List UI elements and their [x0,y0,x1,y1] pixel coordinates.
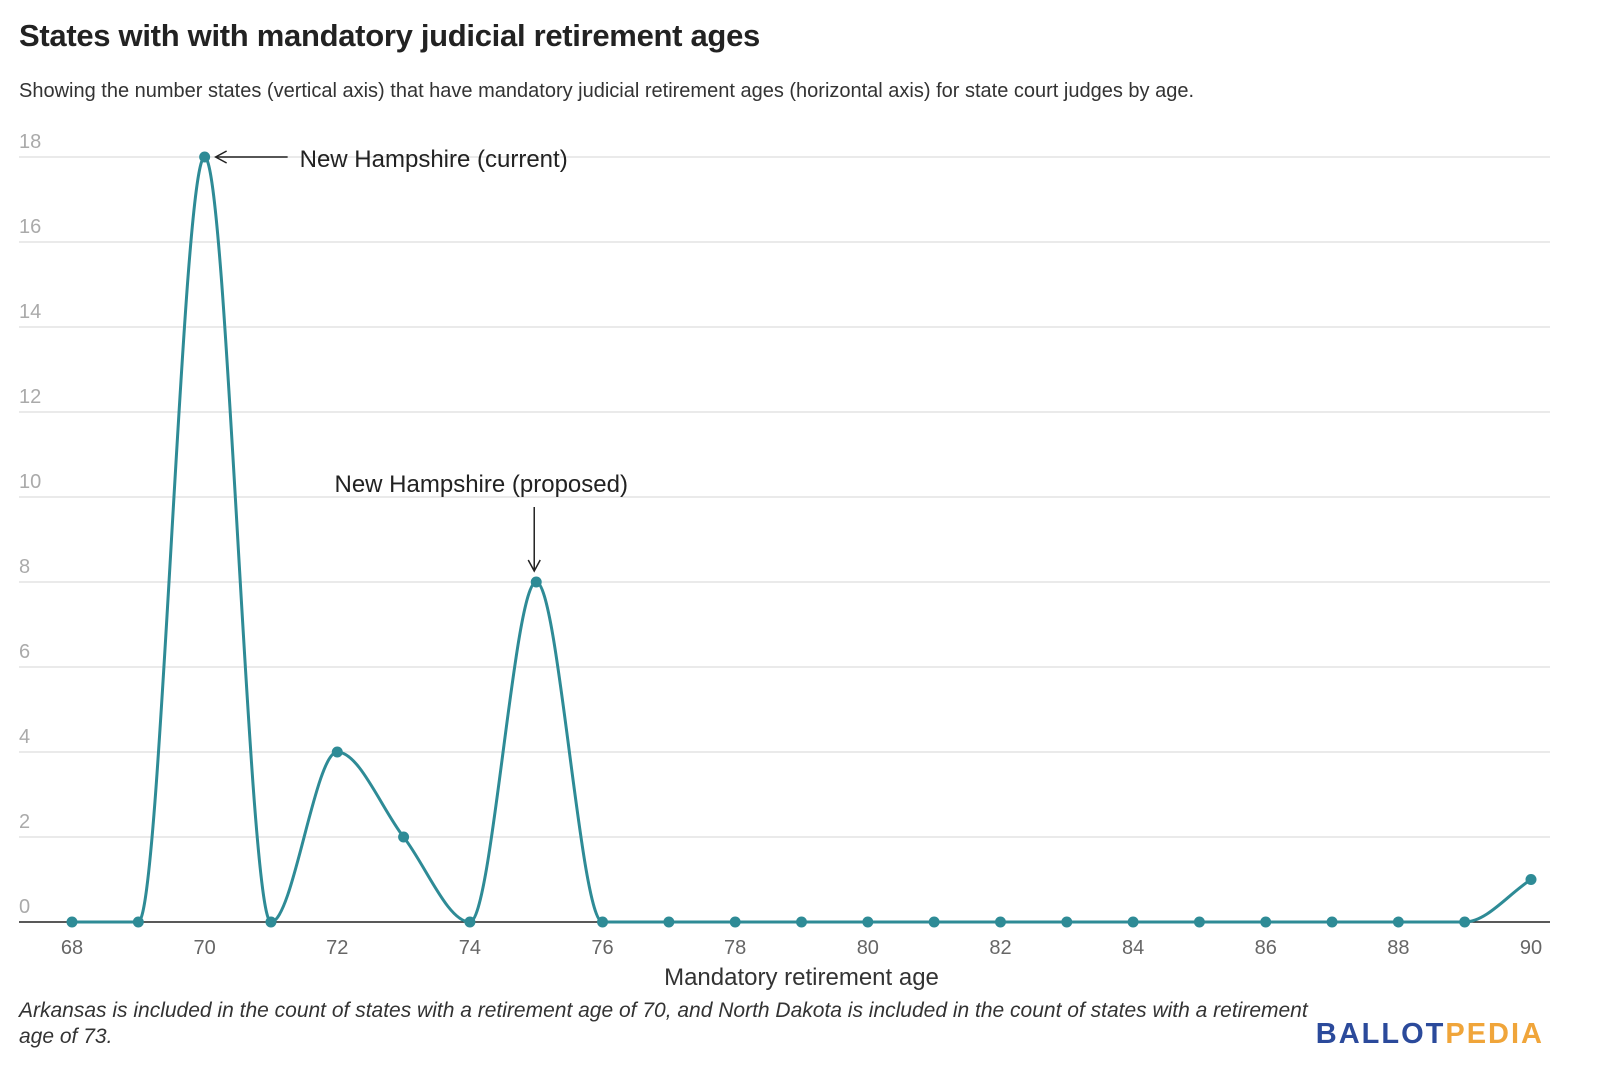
annotations: New Hampshire (current) New Hampshire (pr… [214,146,628,573]
logo-part-pedia: PEDIA [1445,1018,1544,1050]
chart-title: States with with mandatory judicial reti… [19,18,760,53]
x-tick-label-74: 74 [459,937,481,959]
x-tick-label-70: 70 [194,937,216,959]
data-point-71 [265,916,277,928]
data-point-75 [530,576,542,588]
y-tick-label-18: 18 [19,131,41,153]
data-point-76 [597,916,609,928]
x-tick-label-82: 82 [989,937,1011,959]
y-tick-label-16: 16 [19,216,41,238]
y-tick-label-8: 8 [19,556,30,578]
data-point-73 [398,831,410,843]
ballotpedia-logo: BALLOTPEDIA [1316,1018,1544,1051]
series-line [72,155,1532,924]
annotation-nh-current: New Hampshire (current) [300,146,568,173]
y-tick-label-2: 2 [19,811,30,833]
x-axis: 68 70 72 74 76 78 80 82 84 86 88 90 [61,937,1542,959]
data-points [66,151,1537,928]
annotation-nh-proposed: New Hampshire (proposed) [335,471,628,498]
data-point-86 [1260,916,1272,928]
data-point-89 [1459,916,1471,928]
y-tick-label-10: 10 [19,471,41,493]
x-tick-label-86: 86 [1255,937,1277,959]
data-point-90 [1525,874,1537,885]
annotation-arrowhead-proposed [527,559,541,573]
data-point-83 [1061,916,1073,928]
data-point-69 [132,916,144,928]
data-point-84 [1127,916,1139,928]
y-tick-label-6: 6 [19,641,30,663]
data-point-74 [464,916,476,928]
x-tick-label-80: 80 [857,937,879,959]
data-point-77 [663,916,675,928]
x-tick-label-68: 68 [61,937,83,959]
data-point-82 [994,916,1006,928]
x-tick-label-84: 84 [1122,937,1144,959]
data-point-68 [66,916,78,928]
data-point-87 [1326,916,1338,928]
data-point-80 [862,916,874,928]
y-tick-label-4: 4 [19,726,30,748]
x-tick-label-78: 78 [724,937,746,959]
x-axis-label: Mandatory retirement age [664,964,939,990]
data-point-88 [1392,916,1404,928]
footnote: Arkansas is included in the count of sta… [19,999,1308,1048]
annotation-arrowhead-current [214,150,227,164]
data-point-81 [928,916,940,928]
data-point-70 [199,151,211,163]
x-tick-label-76: 76 [591,937,613,959]
y-tick-label-14: 14 [19,301,41,323]
data-point-72 [331,746,343,758]
data-point-79 [796,916,807,928]
logo-part-ballot: BALLOT [1315,1018,1446,1050]
x-tick-label-90: 90 [1520,937,1542,959]
data-point-78 [729,916,741,928]
y-axis: 0 2 4 6 8 10 12 14 16 18 [19,131,41,918]
y-tick-label-0: 0 [19,896,30,918]
y-tick-label-12: 12 [19,386,41,408]
data-point-85 [1193,916,1205,928]
x-tick-label-88: 88 [1387,937,1409,959]
chart-subtitle: Showing the number states (vertical axis… [19,80,1195,102]
x-tick-label-72: 72 [326,937,348,959]
